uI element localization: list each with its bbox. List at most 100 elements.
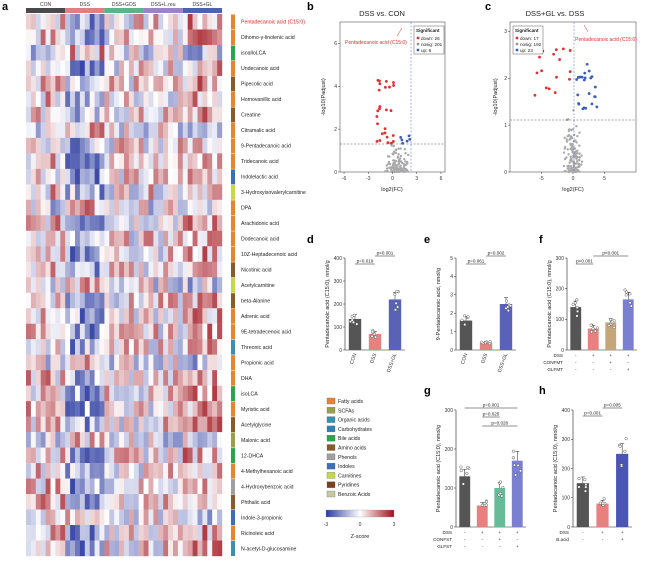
volcano-point-down	[384, 79, 388, 83]
treatment-mark: -	[464, 544, 466, 549]
volcano-point-down	[383, 127, 387, 131]
class-bar	[231, 417, 235, 433]
legend-label: Pyridines	[338, 483, 360, 489]
volcano-point-nosig	[394, 163, 397, 167]
data-point	[595, 326, 599, 330]
metabolite-label: 12-DHCA	[241, 453, 264, 459]
data-point	[500, 494, 504, 498]
class-bar	[231, 246, 235, 262]
volcano-point-down	[392, 84, 395, 87]
volcano-point-nosig	[574, 167, 578, 170]
volcano-point-nosig	[574, 170, 578, 174]
metabolite-label: N-acetyl-D-glucosamine	[241, 546, 296, 552]
data-point	[591, 327, 595, 331]
class-bar	[231, 479, 235, 495]
data-point	[351, 320, 355, 324]
volcano-point-nosig	[385, 164, 389, 167]
y-tick-label: 100	[334, 325, 343, 331]
p-value: p<0.001	[377, 251, 394, 256]
panel-label-a: a	[2, 1, 9, 13]
class-bar	[231, 370, 235, 386]
legend-label: Phenols	[338, 455, 357, 461]
volcano-point-nosig	[405, 169, 409, 172]
x-tick-label: 5	[603, 176, 606, 182]
volcano-point-nosig	[390, 170, 393, 173]
heatmap: CON DSS DSS+GOS DSS+L.reu DSS+GL Pentadecano…	[26, 2, 306, 557]
volcano-point-down	[376, 122, 379, 126]
data-point	[623, 288, 627, 292]
data-point	[601, 501, 605, 505]
y-tick-label: 400	[334, 256, 343, 262]
volcano-point-nosig	[567, 164, 570, 167]
treatment-row-label: GLFMT	[547, 367, 563, 372]
legend-swatch	[326, 407, 336, 414]
x-category-label: CON	[460, 352, 470, 365]
volcano-point-nosig	[565, 170, 568, 173]
volcano-point-nosig	[573, 150, 577, 154]
volcano-point-nosig	[393, 159, 396, 162]
class-bar	[231, 494, 235, 510]
volcano-point-down	[391, 134, 395, 137]
volcano-point-down	[568, 77, 571, 81]
volcano-point-up	[576, 93, 580, 97]
bar-chart-g: 0 100 200 300 Pentadecanoic acid (C15:0), nm…	[433, 403, 526, 549]
y-tick-label: 4	[450, 274, 453, 280]
y-tick-label: 0	[504, 170, 507, 176]
treatment-row-label: DSS	[560, 530, 569, 535]
metabolite-label: isoalloLCA	[241, 51, 266, 57]
p-value: p=0.005	[604, 403, 621, 408]
y-tick-label: 4	[334, 84, 337, 90]
volcano-point-down	[568, 70, 572, 74]
volcano-point-up	[587, 92, 591, 95]
volcano-point-up	[576, 75, 580, 79]
volcano-point-nosig	[580, 160, 584, 163]
volcano-point-up	[407, 134, 411, 138]
volcano-point-down	[384, 108, 388, 112]
data-point	[612, 325, 616, 329]
volcano-c-legend-title: Significant	[515, 28, 539, 33]
y-tick-label: 0	[450, 348, 453, 354]
zscore-colorbar: -3 0 3 Z-score	[324, 509, 396, 540]
metabolite-label: Tridecanoic acid	[241, 159, 279, 165]
heatmap-cells	[26, 14, 223, 557]
y-tick-label: 200	[334, 302, 343, 308]
volcano-point-up	[582, 78, 586, 82]
volcano-point-up	[400, 138, 404, 142]
heatmap-row-labels: Pentadecanoic acid (C15:0) Dihomo-γ-linol…	[231, 14, 306, 556]
volcano-c-legend: Significant down: 17 nosig: 192 up: 23	[512, 25, 544, 55]
class-bar	[231, 510, 235, 526]
data-point	[612, 319, 616, 323]
bar	[494, 488, 506, 527]
x-category-label: DSS+GL	[386, 352, 399, 373]
volcano-point-nosig	[567, 133, 571, 137]
class-bar	[231, 29, 235, 45]
class-bar	[231, 339, 235, 355]
metabolite-label: Dihomo-γ-linolenic acid	[241, 35, 295, 41]
volcano-c-points	[533, 46, 599, 174]
heatmap-group-bar: CON DSS DSS+GOS DSS+L.reu DSS+GL	[26, 2, 222, 13]
data-point	[480, 340, 484, 344]
legend-label: Fatty acids	[338, 399, 363, 405]
data-point	[602, 497, 606, 501]
data-point	[511, 456, 515, 460]
y-tick-label: 1	[450, 329, 453, 335]
data-point	[575, 305, 579, 309]
volcano-point-nosig	[578, 156, 581, 159]
volcano-point-nosig	[570, 128, 573, 132]
data-point	[512, 463, 516, 467]
metabolite-label: 4-Methylhexanoic acid	[241, 469, 293, 475]
bar-ylabel-h: Pentadecanoic acid (C15:0), nmol/g	[553, 425, 559, 512]
volcano-point-down	[388, 85, 391, 89]
volcano-point-down	[389, 109, 393, 112]
volcano-point-down	[533, 93, 537, 97]
volcano-point-nosig	[575, 157, 578, 161]
panel-label-g: g	[424, 385, 431, 397]
volcano-point-nosig	[402, 169, 405, 172]
y-tick-label: 3	[450, 293, 453, 299]
volcano-point-nosig	[563, 157, 567, 161]
class-bar	[231, 122, 235, 138]
data-point	[618, 444, 622, 448]
volcano-point-down	[561, 47, 565, 51]
bar	[348, 318, 362, 350]
volcano-point-up	[585, 62, 589, 66]
